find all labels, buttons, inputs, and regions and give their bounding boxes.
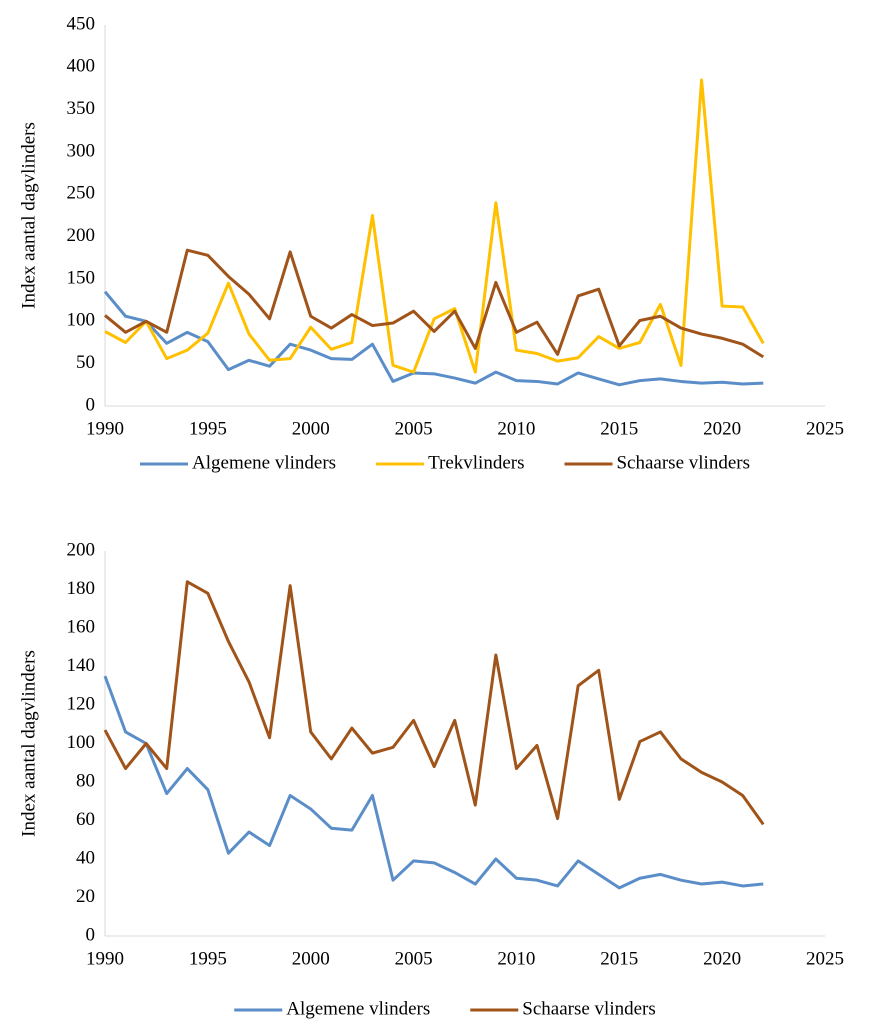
y-tick-label: 350 [67,98,96,119]
y-tick-label: 200 [67,539,96,560]
x-tick-label: 2020 [703,418,741,439]
x-tick-label: 2000 [292,948,330,969]
y-tick-label: 0 [86,924,96,945]
y-tick-label: 140 [67,655,96,676]
y-tick-label: 400 [67,56,96,77]
y-tick-label: 0 [86,394,96,415]
x-tick-label: 2005 [395,948,433,969]
y-tick-label: 80 [76,770,95,791]
x-tick-label: 2020 [703,948,741,969]
legend-label: Algemene vlinders [192,452,336,473]
y-tick-label: 20 [76,886,95,907]
x-tick-label: 1990 [86,948,124,969]
y-tick-label: 180 [67,578,96,599]
y-tick-label: 100 [67,310,96,331]
legend-label: Schaarse vlinders [616,452,749,473]
x-tick-label: 1995 [189,948,227,969]
x-tick-label: 2025 [806,418,844,439]
y-tick-label: 450 [67,13,96,34]
y-tick-label: 50 [76,352,95,373]
legend-label: Schaarse vlinders [522,998,655,1019]
y-tick-label: 60 [76,809,95,830]
x-tick-label: 2015 [600,948,638,969]
x-tick-label: 2005 [395,418,433,439]
x-tick-label: 2015 [600,418,638,439]
y-tick-label: 250 [67,183,96,204]
y-tick-label: 160 [67,616,96,637]
y-axis-title: Index aantal dagvlinders [18,122,39,309]
x-tick-label: 2000 [292,418,330,439]
y-tick-label: 120 [67,693,96,714]
y-tick-label: 150 [67,267,96,288]
y-tick-label: 100 [67,732,96,753]
x-tick-label: 1990 [86,418,124,439]
x-tick-label: 1995 [189,418,227,439]
series-line [103,290,764,387]
series-line [103,675,764,890]
x-tick-label: 2010 [497,418,535,439]
y-tick-label: 300 [67,140,96,161]
x-tick-label: 2010 [497,948,535,969]
x-tick-label: 2025 [806,948,844,969]
series-line [103,580,765,826]
y-tick-label: 200 [67,225,96,246]
y-axis-title: Index aantal dagvlinders [18,650,39,837]
legend-label: Trekvlinders [428,452,524,473]
y-tick-label: 40 [76,847,95,868]
legend-label: Algemene vlinders [286,998,430,1019]
series-line [104,248,765,359]
series-line [104,78,765,374]
